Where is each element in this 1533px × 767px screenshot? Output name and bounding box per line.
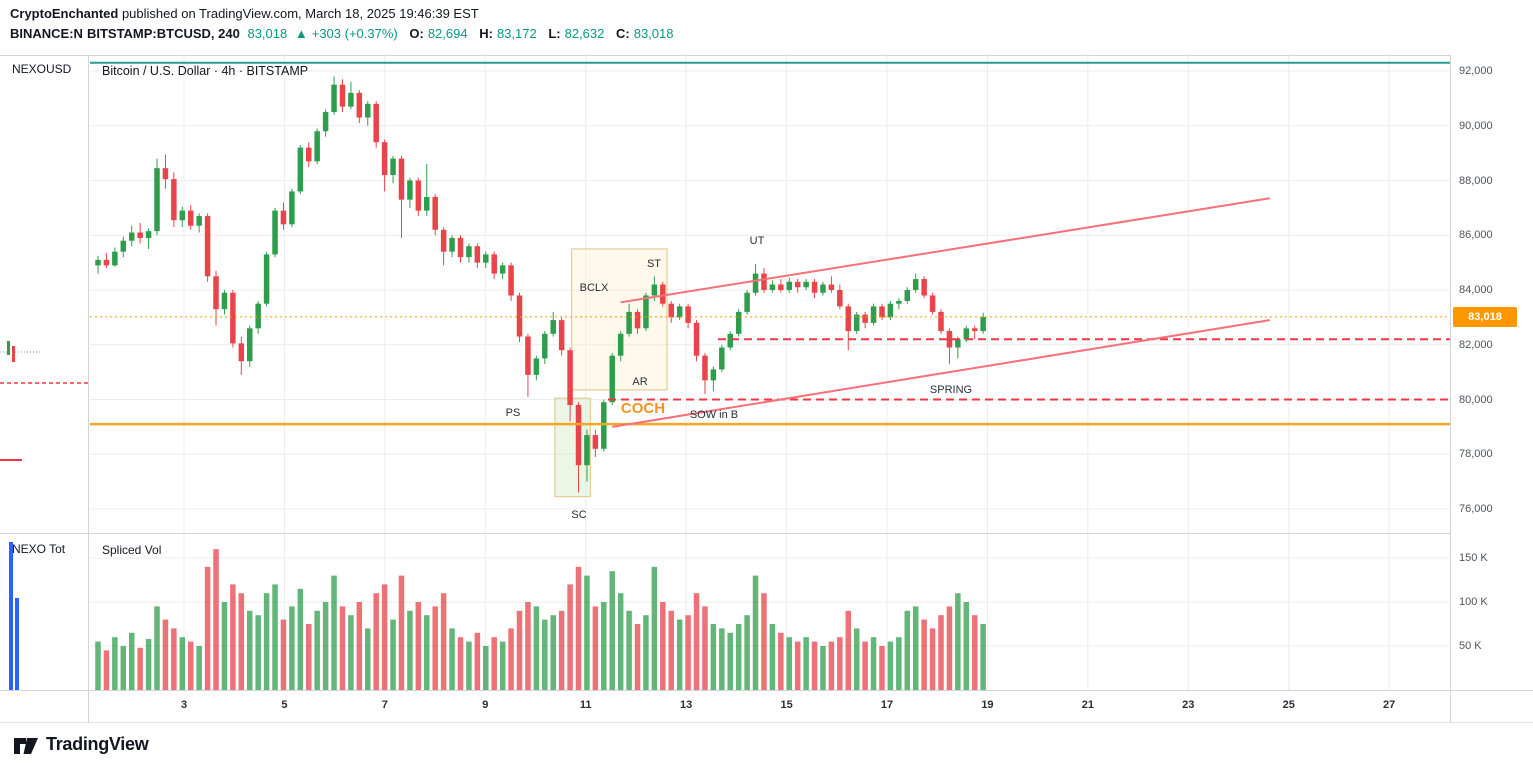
volume-tick-label: 50 K — [1459, 640, 1482, 652]
low-label: L: — [548, 26, 561, 41]
mini-panel-candle-mark — [7, 341, 10, 355]
time-tick-label: 7 — [381, 699, 388, 711]
change-arrow-icon: ▲ — [294, 26, 308, 41]
symbol-info-bar: BINANCE:N BITSTAMP:BTCUSD, 240 83,018 ▲ +3… — [10, 26, 677, 41]
snapshot-attribution: CryptoEnchanted published on TradingView… — [10, 6, 479, 21]
time-tick-label: 3 — [180, 699, 188, 711]
wyckoff-label-ut: UT — [750, 235, 765, 247]
exchange-prefix[interactable]: BINANCE:N — [10, 26, 83, 41]
time-tick-label: 25 — [1282, 699, 1295, 711]
wyckoff-label-sc: SC — [571, 509, 586, 521]
time-tick-label: 15 — [780, 699, 793, 711]
left-mini-panels-svg[interactable] — [0, 55, 88, 690]
time-tick-label: 19 — [981, 699, 994, 711]
wyckoff-label-sow-in-b: SOW in B — [690, 409, 738, 421]
open-label: O: — [409, 26, 424, 41]
time-tick-label: 9 — [482, 699, 489, 711]
price-tick-label: 84,000 — [1459, 284, 1493, 296]
chart-top-border — [0, 55, 1533, 56]
wyckoff-label-bclx: BCLX — [580, 282, 609, 294]
volume-tick-label: 100 K — [1459, 596, 1488, 608]
price-tick-label: 88,000 — [1459, 174, 1493, 187]
publisher-name: CryptoEnchanted — [10, 6, 119, 21]
volume-tick-label: 150 K — [1459, 552, 1488, 564]
tradingview-logo-icon[interactable] — [12, 731, 40, 759]
price-tick-label: 78,000 — [1459, 448, 1493, 461]
channel-upper — [620, 197, 1270, 304]
price-tick-label: 86,000 — [1459, 229, 1493, 242]
footer-bar: TradingView — [0, 722, 1533, 767]
main-chart-canvas[interactable]: UT ST BCLX AR PS COCH SOW in B SPRING SC — [90, 55, 1450, 690]
change-value: +303 (+0.37%) — [311, 26, 398, 41]
symbol-name[interactable]: BITSTAMP:BTCUSD, 240 — [86, 26, 240, 41]
time-axis-separator — [0, 690, 1533, 691]
published-info: published on TradingView.com, March 18, … — [118, 6, 479, 21]
time-tick-label: 13 — [680, 699, 693, 711]
price-tick-label: 92,000 — [1459, 65, 1493, 77]
high-label: H: — [479, 26, 493, 41]
candles-layer — [95, 76, 986, 493]
time-tick-label: 27 — [1383, 699, 1396, 711]
bclx-accumulation-box — [571, 248, 668, 391]
current-price-badge: 83,018 — [1453, 306, 1517, 327]
time-axis[interactable]: 3 5 7 9 11 13 15 17 19 21 23 25 27 — [90, 691, 1450, 722]
wyckoff-label-ar: AR — [632, 376, 647, 388]
open-value: 82,694 — [427, 26, 468, 41]
high-value: 83,172 — [496, 26, 537, 41]
tradingview-wordmark[interactable]: TradingView — [46, 734, 149, 754]
mini-panel-symbol-nexo-total[interactable]: NEXO Tot — [12, 542, 66, 556]
wyckoff-boxes-layer — [554, 248, 668, 498]
price-tick-label: 82,000 — [1459, 338, 1493, 351]
mini-panel-symbol-nexousd[interactable]: NEXOUSD — [12, 62, 72, 76]
price-tick-label: 90,000 — [1459, 119, 1493, 132]
time-tick-label: 21 — [1081, 699, 1094, 711]
price-tick-label: 80,000 — [1459, 393, 1493, 406]
mini-panel-candle-mark — [12, 346, 15, 362]
close-label: C: — [616, 26, 630, 41]
mini-panel-volume-bar — [9, 542, 13, 690]
channel-lower — [612, 319, 1270, 428]
close-value: 83,018 — [633, 26, 674, 41]
price-axis[interactable]: 92,000 90,000 88,000 86,000 84,000 82,000 80,0… — [1451, 55, 1533, 690]
last-price: 83,018 — [247, 26, 288, 41]
price-axis-separator[interactable] — [1450, 55, 1451, 722]
wyckoff-label-spring: SPRING — [930, 384, 972, 396]
wyckoff-label-coch: COCH — [621, 400, 665, 417]
wyckoff-labels-layer: UT ST BCLX AR PS COCH SOW in B SPRING SC — [506, 235, 972, 521]
time-tick-label: 23 — [1182, 699, 1195, 711]
horizontal-lines-layer — [90, 61, 1450, 428]
time-tick-label: 5 — [281, 699, 288, 711]
chart-pane-title: Bitcoin / U.S. Dollar · 4h · BITSTAMP — [102, 64, 309, 78]
left-panel-separator[interactable] — [88, 55, 89, 722]
pane-separator[interactable] — [0, 533, 1533, 534]
time-tick-label: 11 — [579, 699, 592, 711]
low-value: 82,632 — [564, 26, 605, 41]
time-tick-label: 17 — [880, 699, 894, 711]
volume-pane-title: Spliced Vol — [102, 543, 162, 557]
grid-layer — [90, 55, 1450, 690]
wyckoff-label-st: ST — [647, 258, 661, 270]
price-tick-label: 76,000 — [1459, 503, 1493, 515]
wyckoff-label-ps: PS — [506, 407, 521, 419]
mini-panel-volume-bar — [15, 598, 19, 690]
volume-bars-layer — [95, 549, 986, 690]
